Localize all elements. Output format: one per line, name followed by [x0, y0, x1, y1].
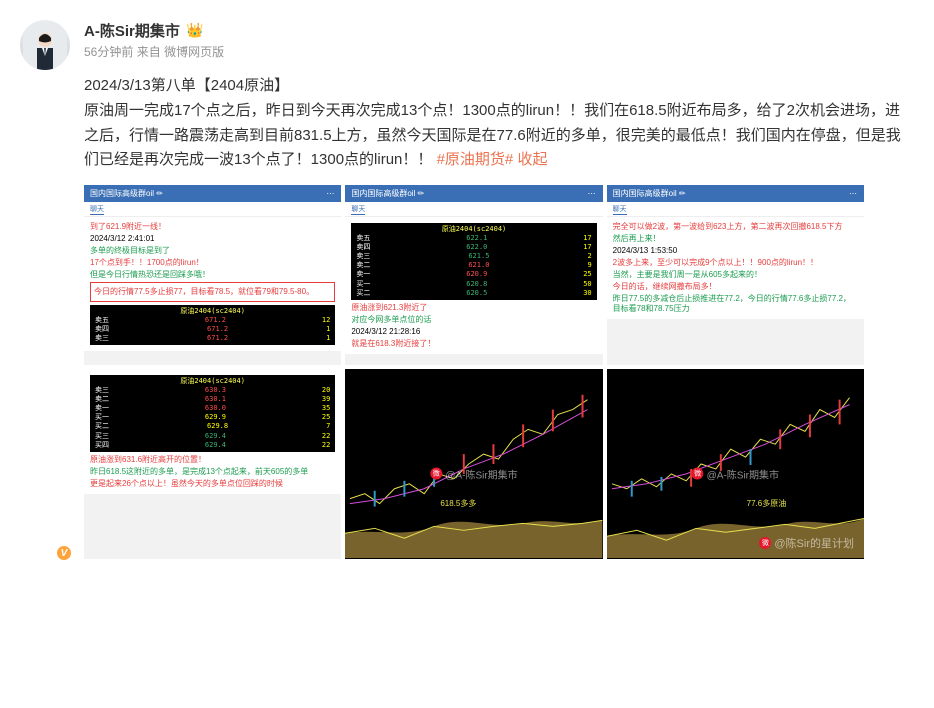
candlestick-chart: 77.6多原油 微@A-陈Sir期集市 微@陈Sir的星计划 [607, 369, 864, 559]
chart-annotation: 618.5多多 [440, 498, 476, 509]
chat-tabs: 聊天 [607, 202, 864, 217]
weibo-logo-icon: 微 [759, 537, 771, 549]
chat-msg: 完全可以做2波，第一波给到623上方，第二波再次回撤618.5下方 [613, 222, 858, 232]
post-body: 2024/3/13第八单【2404原油】 原油周一完成17个点之后，昨日到今天再… [84, 74, 914, 173]
watermark: 微@A-陈Sir期集市 [692, 466, 779, 481]
thumbnail-2[interactable]: 国内国际高级群oil ✏⋯ 聊天 原油2404(sc2404) 卖五622.11… [345, 185, 602, 365]
chat-header: 国内国际高级群oil ✏⋯ [607, 185, 864, 202]
price-table: 原油2404(sc2404) 卖三630.320 卖二630.139 卖一630… [90, 375, 335, 452]
post-source[interactable]: 微博网页版 [164, 45, 224, 59]
chat-msg: 昨日77.5的多减仓后止损推进在77.2，今日的行情77.6多止损77.2，目标… [613, 294, 858, 314]
chart-annotation: 77.6多原油 [747, 498, 787, 509]
chat-msg: 更是起来26个点以上！虽然今天的多单点位回踩的时候 [90, 479, 335, 489]
menu-icon: ⋯ [849, 189, 858, 198]
chart-svg [607, 369, 864, 559]
chat-msg: 原油涨到631.6附近高开的位置！ [90, 455, 335, 465]
chat-msg: 多单的终极目标是到了 [90, 246, 335, 256]
post-meta: 56分钟前 来自 微博网页版 [84, 43, 914, 60]
chat-msg: 2波多上来，至少可以完成9个点以上！！900点的lirun！！ [613, 258, 858, 268]
watermark-corner: 微@陈Sir的星计划 [759, 535, 854, 551]
chat-msg: 然后再上来！ [613, 234, 858, 244]
chat-header: 国内国际高级群oil ✏⋯ [84, 185, 341, 202]
chat-msg: 原油涨到621.3附近了 [351, 303, 596, 313]
chat-timestamp: 2024/3/12 2:41:01 [90, 234, 335, 244]
chat-timestamp: 2024/3/13 1:53:50 [613, 246, 858, 256]
chat-msg: 今日的话，继续网撒布局多！ [613, 282, 858, 292]
price-table: 原油2404(sc2404) 卖五671.212 卖四671.21 卖三671.… [90, 305, 335, 345]
weibo-post: V A-陈Sir期集市 👑 56分钟前 来自 微博网页版 2024/3/13第八… [0, 0, 934, 579]
image-grid: 国内国际高级群oil ✏⋯ 聊天 到了621.9附近一线！ 2024/3/12 … [84, 185, 864, 559]
chat-msg: 今日的行情77.5多止损77，目标看78.5，就位看79和79.5-80。 [94, 287, 331, 297]
hashtag-link[interactable]: #原油期货# [437, 151, 514, 168]
menu-icon: ⋯ [588, 189, 597, 198]
chat-msg: 就是在618.3附近接了！ [351, 339, 596, 349]
chat-tabs: 聊天 [84, 202, 341, 217]
source-prefix: 来自 [137, 45, 161, 59]
post-content: A-陈Sir期集市 👑 56分钟前 来自 微博网页版 2024/3/13第八单【… [84, 20, 914, 559]
chat-header: 国内国际高级群oil ✏⋯ [345, 185, 602, 202]
chat-msg: 17个点到手！！1700点的lirun！ [90, 258, 335, 268]
weibo-logo-icon: 微 [430, 468, 442, 480]
post-title-line: 2024/3/13第八单【2404原油】 [84, 77, 289, 94]
thumbnail-3[interactable]: 国内国际高级群oil ✏⋯ 聊天 完全可以做2波，第一波给到623上方，第二波再… [607, 185, 864, 365]
chat-tabs: 聊天 [345, 202, 602, 217]
avatar-column: V [20, 20, 70, 559]
weibo-logo-icon: 微 [692, 468, 704, 480]
chat-msg: 到了621.9附近一线！ [90, 222, 335, 232]
collapse-toggle[interactable]: 收起 [517, 151, 547, 168]
chat-msg: 当然，主要是我们周一是从605多起来的！ [613, 270, 858, 280]
chart-svg [345, 369, 602, 559]
author-name[interactable]: A-陈Sir期集市 [84, 20, 180, 41]
chat-msg: 对应今网多单点位的话 [351, 315, 596, 325]
post-header: A-陈Sir期集市 👑 [84, 20, 914, 41]
price-table: 原油2404(sc2404) 卖五622.117 卖四622.017 卖三621… [351, 223, 596, 300]
candlestick-chart: 618.5多多 微@A-陈Sir期集市 [345, 369, 602, 559]
thumbnail-5[interactable]: 618.5多多 微@A-陈Sir期集市 [345, 369, 602, 559]
post-time[interactable]: 56分钟前 [84, 45, 133, 59]
thumbnail-1[interactable]: 国内国际高级群oil ✏⋯ 聊天 到了621.9附近一线！ 2024/3/12 … [84, 185, 341, 365]
chat-msg: 昨日618.5这附近的多单，是完成13个点起来，前天605的多单 [90, 467, 335, 477]
watermark: 微@A-陈Sir期集市 [430, 466, 517, 481]
chat-timestamp: 2024/3/12 21:28:16 [351, 327, 596, 337]
menu-icon: ⋯ [326, 189, 335, 198]
author-avatar[interactable] [20, 20, 70, 70]
thumbnail-4[interactable]: 原油2404(sc2404) 卖三630.320 卖二630.139 卖一630… [84, 369, 341, 559]
avatar-person-icon [23, 26, 67, 70]
chat-msg: 但是今日行情热恐还是回踩多哦！ [90, 270, 335, 280]
verified-badge-icon: V [56, 545, 72, 561]
crown-icon: 👑 [186, 22, 204, 40]
thumbnail-6[interactable]: 77.6多原油 微@A-陈Sir期集市 微@陈Sir的星计划 [607, 369, 864, 559]
